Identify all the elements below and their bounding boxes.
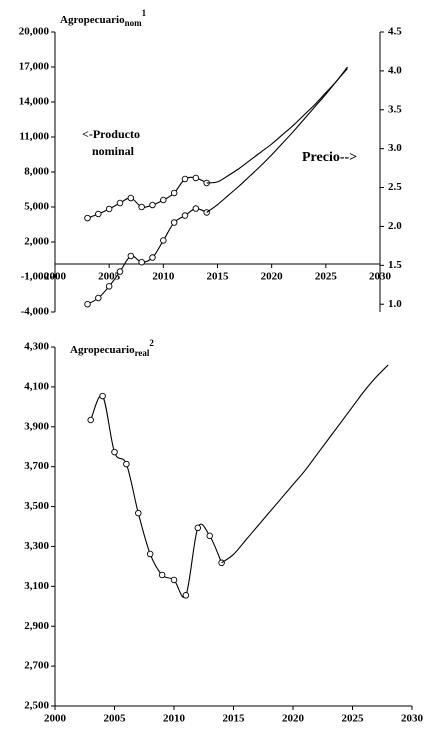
point-marker [181,175,189,183]
point-marker [95,294,102,302]
x-tick-label: 2020 [282,713,305,725]
point-marker [182,592,190,599]
annotation: Precio--> [302,150,357,165]
x-tick-label: 2010 [163,713,186,725]
y-tick-label: 3,900 [24,420,49,432]
y2-tick-label: 2.0 [388,220,402,232]
point-marker [111,448,118,456]
x-tick-label: 2015 [207,271,230,283]
series-line [87,176,207,219]
y-tick-label: -1,000 [21,271,50,283]
point-marker [127,252,135,260]
x-tick-label: 2015 [223,713,246,725]
x-tick-label: 2005 [98,271,121,283]
y-tick-label: 20,000 [19,26,50,38]
point-marker [105,205,113,213]
y2-tick-label: 1.0 [388,298,402,310]
point-marker [194,524,202,532]
y-tick-label: 14,000 [19,96,50,108]
y2-tick-label: 2.5 [388,181,402,193]
y-tick-label: 4,300 [24,341,49,353]
point-marker [170,576,178,584]
series-line [221,364,389,564]
y-tick-label: 5,000 [24,201,49,213]
y-tick-label: 2,700 [24,660,49,672]
point-marker [146,550,154,558]
title-sub: nom [125,18,143,28]
point-marker [181,212,189,219]
y-tick-label: 3,300 [24,540,49,552]
y2-tick-label: 4.0 [388,64,402,76]
title-sup: 2 [149,338,154,348]
y-tick-label: -4,000 [21,306,50,318]
series-line [90,394,223,598]
point-marker [149,254,156,261]
point-marker [123,460,130,468]
y2-tick-label: 4.5 [388,26,402,38]
x-tick-label: 2010 [152,271,175,283]
title-main: Agropecuario [60,14,125,26]
y-tick-label: 3,100 [24,580,49,592]
y-tick-label: 3,700 [24,460,49,472]
x-tick-label: 2020 [261,271,284,283]
point-marker [95,210,102,218]
point-marker [87,416,94,424]
x-tick-label: 2000 [44,713,67,725]
x-tick-label: 2025 [342,713,365,725]
point-marker [84,214,91,222]
y-tick-label: 4,100 [24,380,49,392]
series-line [206,66,348,184]
chart-title: Agropecuarionom1 [60,8,147,28]
y-tick-label: 3,500 [24,500,49,512]
x-tick-label: 2030 [369,271,392,283]
series-line [87,207,207,305]
point-marker [105,283,113,290]
x-tick-label: 2000 [44,271,67,283]
y-tick-label: 11,000 [19,131,49,143]
point-marker [206,532,213,540]
y-tick-label: 2,500 [24,700,49,712]
point-marker [116,199,124,207]
series-line [206,68,348,213]
title-main: Agropecuario [70,344,135,356]
point-marker [127,194,135,202]
point-marker [160,196,167,204]
y2-tick-label: 1.5 [388,259,402,271]
point-marker [170,219,178,226]
point-marker [135,509,142,517]
y-tick-label: 8,000 [24,166,49,178]
y-tick-label: 2,000 [24,236,49,248]
point-marker [99,392,106,400]
y-tick-label: 2,900 [24,620,49,632]
point-marker [170,189,178,197]
point-marker [138,258,145,266]
y2-tick-label: 3.0 [388,142,402,154]
point-marker [192,174,200,182]
point-marker [158,571,166,579]
point-marker [84,300,91,308]
point-marker [116,268,124,275]
chart-title: Agropecuarioreal2 [70,338,154,358]
annotation: nominal [92,144,135,158]
y-tick-label: 17,000 [19,61,50,73]
x-tick-label: 2025 [315,271,338,283]
x-tick-label: 2030 [401,713,424,725]
annotation: <-Producto [82,127,140,141]
point-marker [149,201,156,209]
title-sup: 1 [142,8,147,18]
point-marker [138,203,145,211]
point-marker [192,205,200,212]
title-sub: real [135,348,150,358]
x-tick-label: 2005 [104,713,127,725]
y2-tick-label: 3.5 [388,103,402,115]
point-marker [160,237,167,244]
